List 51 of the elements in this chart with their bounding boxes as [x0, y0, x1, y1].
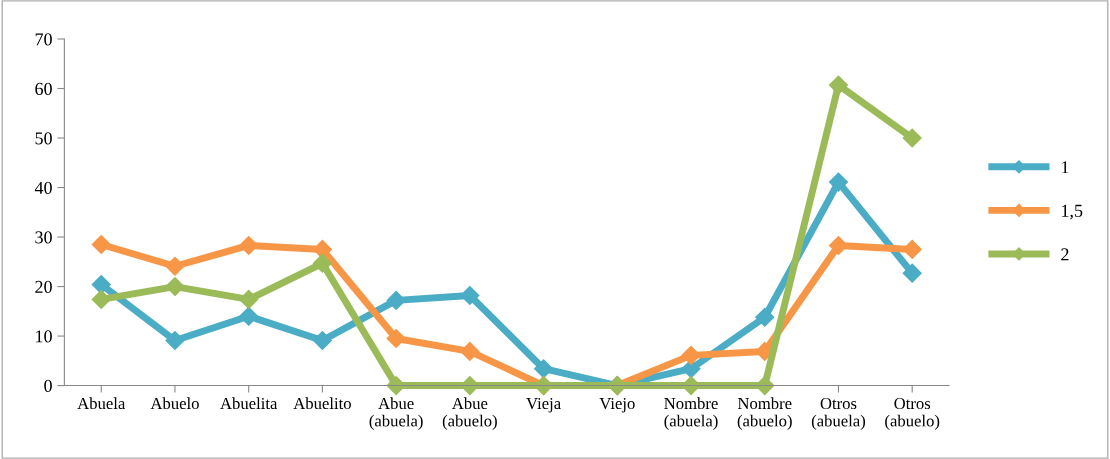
point [755, 307, 775, 327]
point [165, 330, 185, 351]
legend-label: 1,5 [1062, 204, 1083, 220]
x-tick-label: Abuelo [150, 397, 199, 410]
point [755, 376, 775, 396]
point [386, 328, 406, 349]
point [165, 277, 185, 297]
x-tick-label: Abue (abuela) [369, 397, 423, 430]
x-tick-label: Vieja [526, 397, 561, 413]
point [460, 341, 480, 361]
point [312, 239, 332, 259]
point [828, 75, 849, 95]
point [460, 285, 480, 305]
y-tick-label: 20 [35, 280, 52, 293]
x-tick-label: Abuelita [220, 397, 278, 410]
point [239, 289, 259, 309]
x-tick-label: Abuelito [293, 397, 351, 410]
y-tick-label: 10 [36, 330, 52, 343]
point [681, 345, 701, 365]
y-tick-label: 40 [34, 181, 52, 194]
y-tick-label: 50 [35, 132, 52, 145]
y-tick-label: 60 [35, 82, 52, 95]
legend-label: 2 [1061, 248, 1069, 261]
x-tick-label: Viejo [599, 397, 635, 413]
y-tick-label: 0 [44, 379, 52, 392]
x-tick-label: Otros (abuelo) [885, 397, 940, 430]
point [828, 235, 849, 255]
x-tick-label: Abuela [77, 397, 126, 410]
y-tick-label: 30 [35, 231, 52, 244]
point [386, 290, 406, 310]
point [312, 330, 332, 351]
y-tick-label: 70 [35, 33, 52, 46]
point [239, 235, 259, 255]
point [386, 376, 406, 396]
x-tick-label: Abue (abuelo) [442, 397, 497, 430]
point [165, 256, 185, 276]
point [828, 172, 849, 192]
point [681, 376, 701, 396]
point [902, 263, 922, 283]
point [902, 239, 922, 259]
point [91, 234, 111, 255]
point [91, 275, 111, 295]
x-tick-label: Nombre (abuelo) [737, 397, 792, 430]
x-tick-label: Otros (abuela) [811, 397, 866, 430]
point [534, 359, 554, 379]
point [91, 289, 111, 309]
point [902, 128, 922, 148]
legend-label: 1 [1062, 161, 1069, 174]
x-tick-label: Nombre (abuela) [664, 397, 718, 430]
point [239, 306, 259, 326]
point [312, 253, 332, 273]
